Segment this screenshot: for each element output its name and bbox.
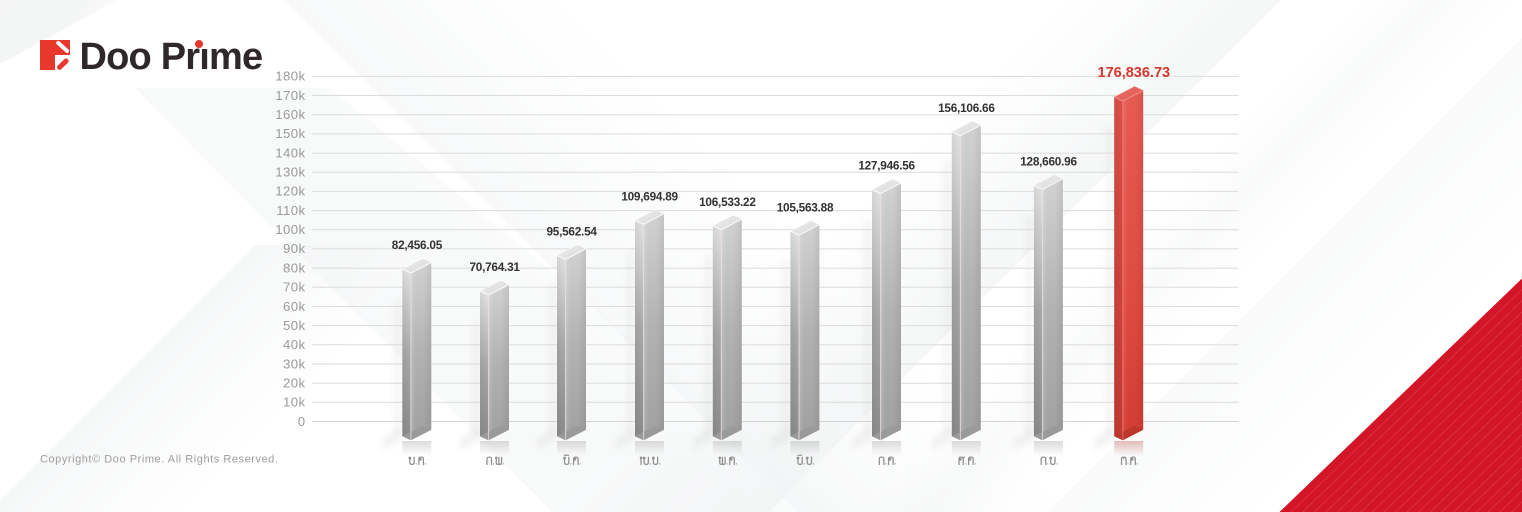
svg-text:0: 0 [298,414,306,429]
svg-text:176,836.73: 176,836.73 [1098,65,1171,81]
svg-text:160k: 160k [275,107,305,122]
svg-text:105,563.88: 105,563.88 [777,200,834,214]
svg-text:70,764.31: 70,764.31 [469,260,520,274]
svg-text:109,694.89: 109,694.89 [621,189,678,203]
svg-text:156,106.66: 156,106.66 [938,101,995,115]
svg-text:70k: 70k [283,280,305,295]
svg-text:95,562.54: 95,562.54 [546,224,597,238]
svg-text:90k: 90k [283,241,305,256]
svg-text:128,660.96: 128,660.96 [1020,154,1077,168]
svg-text:120k: 120k [275,184,305,199]
svg-text:50k: 50k [283,318,305,333]
svg-text:30k: 30k [283,356,305,371]
svg-text:130k: 130k [275,165,305,180]
svg-text:Copyright© Doo Prime. All Righ: Copyright© Doo Prime. All Rights Reserve… [40,453,278,465]
svg-text:10k: 10k [283,395,305,410]
svg-text:40k: 40k [283,337,305,352]
svg-text:150k: 150k [275,126,305,141]
svg-text:180k: 180k [275,69,305,84]
svg-text:80k: 80k [283,260,305,275]
svg-text:140k: 140k [275,145,305,160]
svg-text:170k: 170k [275,88,305,103]
svg-text:110k: 110k [276,203,305,218]
svg-text:60k: 60k [283,299,305,314]
svg-text:20k: 20k [283,376,305,391]
svg-text:106,533.22: 106,533.22 [699,195,756,209]
svg-text:127,946.56: 127,946.56 [858,159,915,173]
svg-text:100k: 100k [275,222,305,237]
svg-text:82,456.05: 82,456.05 [392,238,443,252]
